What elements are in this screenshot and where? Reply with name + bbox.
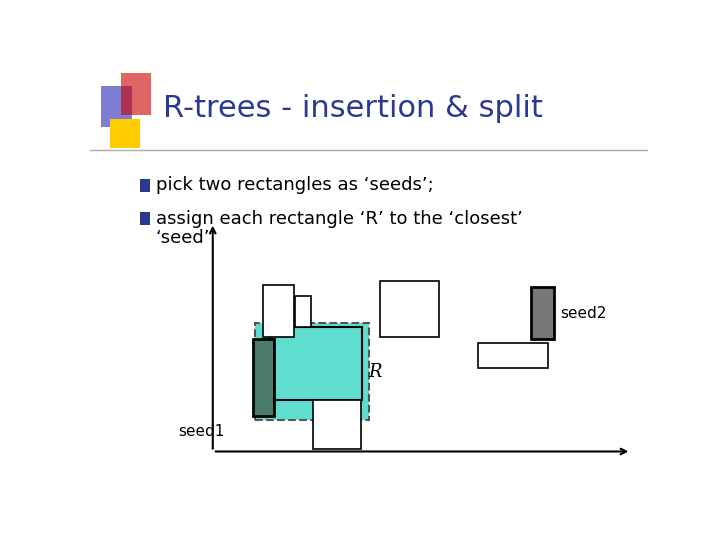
- Bar: [140, 212, 150, 225]
- Bar: [295, 295, 311, 327]
- Text: ‘seed’: ‘seed’: [156, 229, 210, 247]
- Text: R-trees - insertion & split: R-trees - insertion & split: [163, 94, 542, 123]
- Bar: [109, 119, 140, 148]
- Text: assign each rectangle ‘R’ to the ‘closest’: assign each rectangle ‘R’ to the ‘closes…: [156, 210, 523, 228]
- Text: seed1: seed1: [178, 424, 225, 439]
- Bar: [270, 327, 361, 400]
- Bar: [478, 343, 547, 368]
- Text: seed2: seed2: [560, 306, 607, 321]
- Bar: [121, 73, 151, 114]
- Bar: [531, 287, 554, 339]
- Bar: [140, 179, 150, 192]
- Bar: [380, 281, 438, 337]
- Bar: [263, 285, 294, 337]
- Bar: [101, 85, 132, 127]
- Text: R: R: [368, 363, 382, 381]
- Bar: [313, 400, 361, 449]
- Bar: [255, 322, 369, 420]
- Bar: [253, 339, 274, 416]
- Text: pick two rectangles as ‘seeds’;: pick two rectangles as ‘seeds’;: [156, 177, 433, 194]
